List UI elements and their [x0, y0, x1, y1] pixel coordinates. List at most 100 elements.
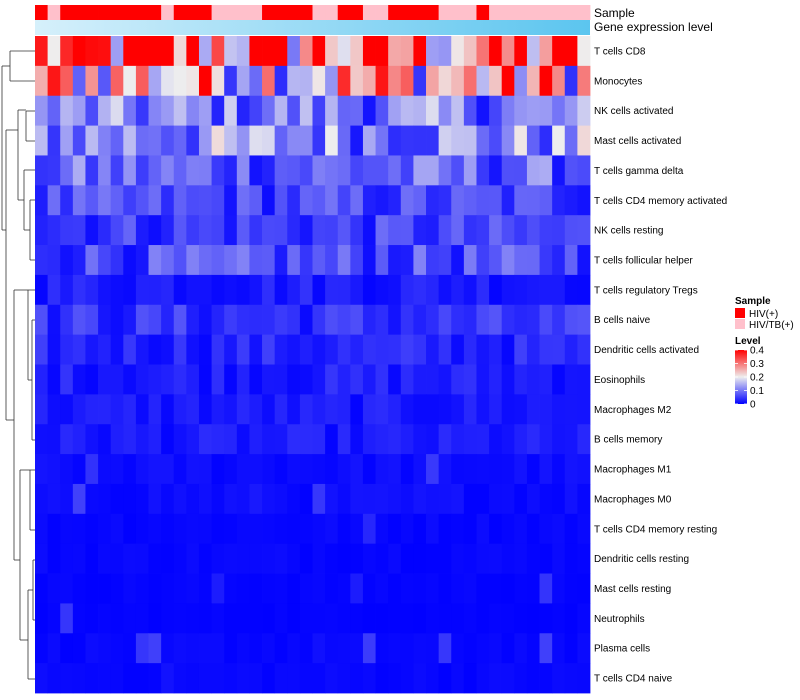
heatmap-cell — [249, 573, 263, 604]
heatmap-cell — [198, 274, 212, 306]
heatmap-cell — [287, 185, 301, 216]
heatmap-cell — [161, 483, 175, 515]
heatmap-cell — [526, 155, 540, 186]
heatmap-cell — [72, 364, 86, 395]
heatmap-cell — [110, 36, 124, 67]
heatmap-cell — [98, 573, 112, 604]
heatmap-cell — [249, 185, 263, 216]
legend-tick-label: 0.4 — [750, 346, 764, 357]
heatmap-cell — [564, 364, 578, 395]
heatmap-cell — [413, 573, 427, 604]
heatmap-cell — [564, 603, 578, 634]
heatmap-cell — [413, 215, 427, 246]
heatmap-cell — [476, 513, 490, 545]
heatmap-cell — [211, 663, 225, 694]
heatmap-cell — [463, 274, 477, 306]
sample-cell — [287, 5, 301, 20]
heatmap-cell — [98, 215, 112, 246]
heatmap-cell — [426, 513, 440, 545]
heatmap-cell — [577, 364, 591, 395]
heatmap-cell — [438, 304, 452, 336]
heatmap-cell — [489, 125, 503, 156]
heatmap-cell — [438, 334, 452, 365]
heatmap-cell — [375, 603, 389, 634]
heatmap-cell — [123, 95, 137, 126]
heatmap-cell — [60, 125, 74, 156]
heatmap-cell — [262, 185, 276, 216]
heatmap-cell — [451, 364, 465, 395]
heatmap-cell — [426, 65, 440, 97]
heatmap-cell — [299, 394, 313, 425]
heatmap-cell — [564, 454, 578, 485]
heatmap-cell — [47, 185, 61, 216]
heatmap-cell — [489, 36, 503, 67]
heatmap-cell — [110, 633, 124, 664]
heatmap-cell — [362, 245, 376, 276]
sample-cell — [577, 5, 591, 20]
heatmap-cell — [526, 454, 540, 485]
heatmap-cell — [451, 543, 465, 574]
heatmap-cell — [98, 65, 112, 97]
heatmap-cell — [148, 603, 162, 634]
heatmap-cell — [514, 185, 528, 216]
heatmap-cell — [476, 155, 490, 186]
heatmap-cell — [337, 513, 351, 545]
heatmap-cell — [451, 95, 465, 126]
row-label: Mast cells activated — [594, 136, 681, 147]
heatmap-cell — [236, 65, 250, 97]
heatmap-cell — [249, 245, 263, 276]
heatmap-cell — [148, 633, 162, 664]
heatmap-cell — [236, 483, 250, 515]
heatmap-cell — [186, 185, 200, 216]
heatmap-cell — [98, 543, 112, 574]
heatmap-cell — [236, 274, 250, 306]
row-label: Neutrophils — [594, 614, 645, 625]
heatmap-cell — [325, 364, 339, 395]
heatmap-cell — [400, 454, 414, 485]
heatmap-cell — [198, 663, 212, 694]
heatmap-cell — [135, 185, 149, 216]
heatmap-cell — [501, 483, 515, 515]
heatmap-cell — [85, 424, 99, 455]
heatmap-cell — [148, 394, 162, 425]
heatmap-cell — [325, 95, 339, 126]
heatmap-cell — [337, 185, 351, 216]
heatmap-cell — [173, 364, 187, 395]
heatmap-cell — [249, 65, 263, 97]
heatmap-cell — [236, 424, 250, 455]
heatmap-cell — [438, 215, 452, 246]
sample-cell — [438, 5, 452, 20]
heatmap-cell — [350, 483, 364, 515]
heatmap-cell — [173, 95, 187, 126]
heatmap-cell — [312, 245, 326, 276]
heatmap-cell — [161, 543, 175, 574]
heatmap-cell — [501, 543, 515, 574]
heatmap-cell — [362, 454, 376, 485]
heatmap-cell — [463, 65, 477, 97]
heatmap-cell — [564, 185, 578, 216]
heatmap-cell — [539, 633, 553, 664]
heatmap-cell — [211, 394, 225, 425]
heatmap-cell — [123, 364, 137, 395]
heatmap-cell — [413, 633, 427, 664]
heatmap-cell — [135, 36, 149, 67]
heatmap-cell — [249, 543, 263, 574]
heatmap-cell — [388, 603, 402, 634]
heatmap-cell — [325, 483, 339, 515]
heatmap-cell — [526, 334, 540, 365]
heatmap-cell — [489, 633, 503, 664]
heatmap-cell — [438, 513, 452, 545]
heatmap-cell — [426, 663, 440, 694]
heatmap-cell — [161, 334, 175, 365]
heatmap-cell — [173, 65, 187, 97]
heatmap-cell — [287, 513, 301, 545]
heatmap-cell — [325, 274, 339, 306]
heatmap-cell — [262, 663, 276, 694]
heatmap-cell — [413, 185, 427, 216]
heatmap-cell — [47, 304, 61, 336]
heatmap-cell — [501, 394, 515, 425]
sample-cell — [337, 5, 351, 20]
heatmap-cell — [489, 454, 503, 485]
heatmap-cell — [350, 304, 364, 336]
heatmap-cell — [463, 334, 477, 365]
